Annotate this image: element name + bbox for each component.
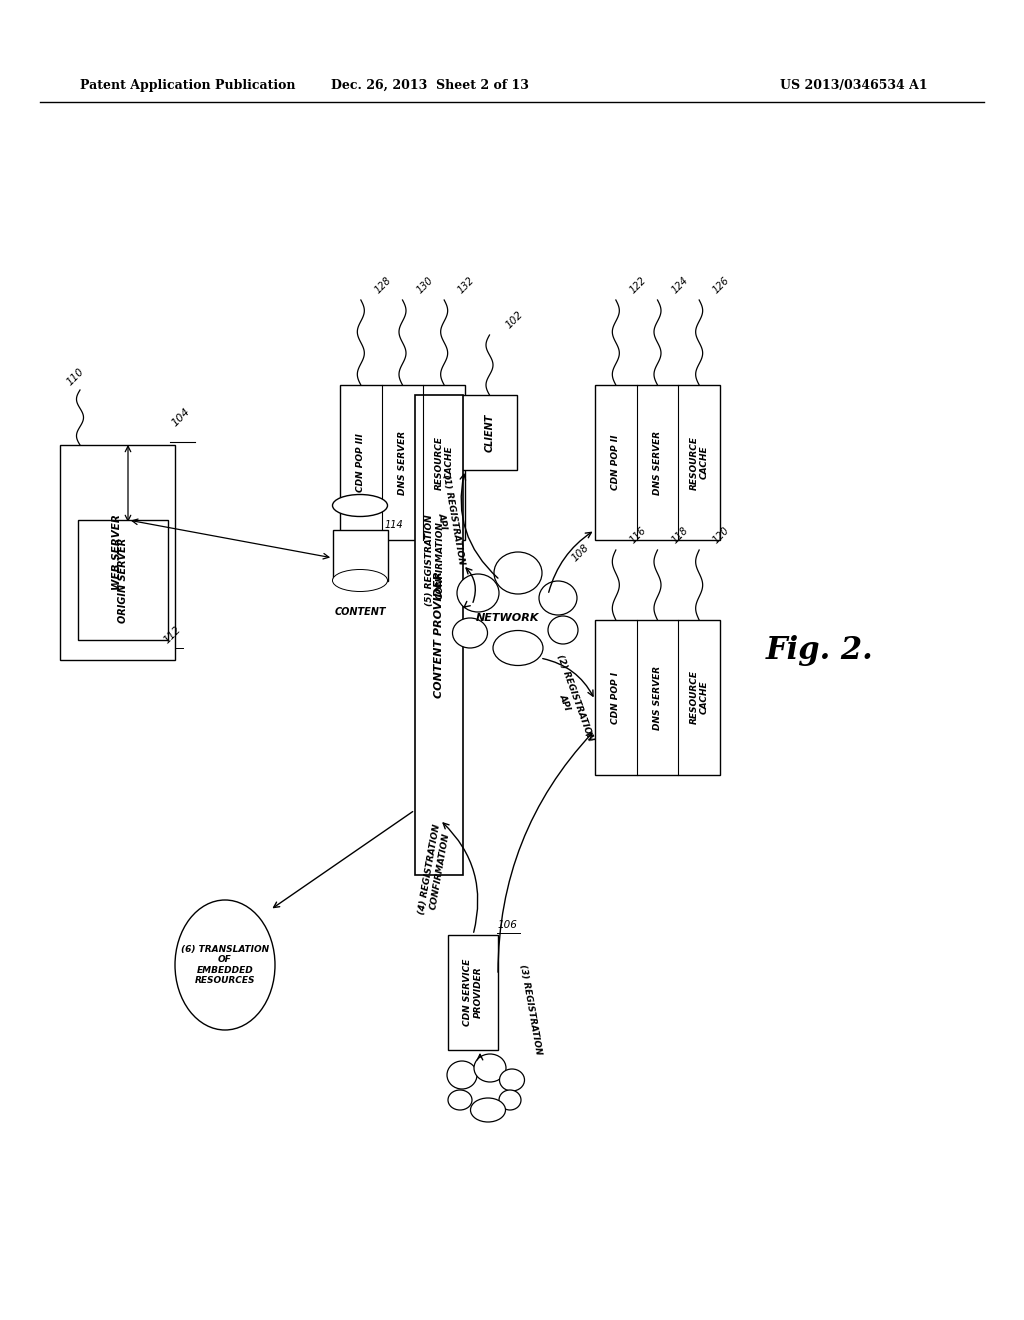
Ellipse shape	[499, 1090, 521, 1110]
Ellipse shape	[548, 616, 578, 644]
Text: 122: 122	[628, 275, 648, 294]
Text: CONTENT PROVIDER: CONTENT PROVIDER	[434, 572, 444, 698]
Text: 104: 104	[170, 405, 193, 428]
Text: 126: 126	[711, 275, 731, 294]
Ellipse shape	[494, 552, 542, 594]
Text: Patent Application Publication: Patent Application Publication	[80, 78, 296, 91]
Text: 114: 114	[385, 520, 403, 531]
Ellipse shape	[470, 1098, 506, 1122]
Text: (4) REGISTRATION
CONFIRMATION: (4) REGISTRATION CONFIRMATION	[418, 824, 453, 917]
Text: NETWORK: NETWORK	[476, 612, 540, 623]
Ellipse shape	[175, 900, 275, 1030]
Text: 112: 112	[162, 624, 183, 645]
Ellipse shape	[457, 574, 499, 612]
Ellipse shape	[333, 495, 387, 516]
Bar	[333, 529, 387, 581]
Text: WEB SERVER: WEB SERVER	[113, 515, 123, 590]
Text: 106: 106	[498, 920, 518, 931]
Text: ORIGIN SERVER: ORIGIN SERVER	[118, 537, 128, 623]
Text: 102: 102	[504, 309, 524, 330]
Bar	[595, 620, 720, 775]
Bar	[340, 385, 465, 540]
Text: CONTENT: CONTENT	[334, 607, 386, 616]
Text: (2) REGISTRATION
API: (2) REGISTRATION API	[545, 653, 595, 746]
Text: CDN POP I: CDN POP I	[611, 672, 621, 723]
Bar	[449, 935, 498, 1049]
Ellipse shape	[539, 581, 577, 615]
Text: 118: 118	[670, 524, 690, 545]
Text: (1) REGISTRATION
API: (1) REGISTRATION API	[430, 473, 466, 566]
Ellipse shape	[493, 631, 543, 665]
Text: 120: 120	[711, 524, 731, 545]
Text: 124: 124	[670, 275, 690, 294]
Text: (6) TRANSLATION
OF
EMBEDDED
RESOURCES: (6) TRANSLATION OF EMBEDDED RESOURCES	[181, 945, 269, 985]
Bar	[60, 445, 175, 660]
Text: US 2013/0346534 A1: US 2013/0346534 A1	[780, 78, 928, 91]
Ellipse shape	[333, 569, 387, 591]
Text: RESOURCE
CACHE: RESOURCE CACHE	[689, 436, 709, 490]
Ellipse shape	[449, 1090, 472, 1110]
Text: 110: 110	[65, 366, 86, 387]
Ellipse shape	[447, 1061, 477, 1089]
Text: (5) REGISTRATION
CONFIRMATION: (5) REGISTRATION CONFIRMATION	[425, 515, 444, 606]
Text: CLIENT: CLIENT	[484, 413, 495, 451]
Text: DNS SERVER: DNS SERVER	[398, 430, 407, 495]
Text: CDN SERVICE
PROVIDER: CDN SERVICE PROVIDER	[463, 958, 482, 1026]
Text: 108: 108	[570, 543, 591, 564]
Bar	[415, 395, 463, 875]
Bar	[595, 385, 720, 540]
Bar	[78, 520, 168, 640]
Text: DNS SERVER: DNS SERVER	[653, 665, 662, 730]
Ellipse shape	[453, 618, 487, 648]
Text: (3) REGISTRATION: (3) REGISTRATION	[517, 964, 543, 1056]
Text: 130: 130	[415, 275, 435, 294]
Text: 116: 116	[628, 524, 648, 545]
Text: RESOURCE
CACHE: RESOURCE CACHE	[689, 671, 709, 725]
Text: CDN POP III: CDN POP III	[356, 433, 366, 492]
Text: 132: 132	[456, 275, 476, 294]
Text: Dec. 26, 2013  Sheet 2 of 13: Dec. 26, 2013 Sheet 2 of 13	[331, 78, 529, 91]
Text: CDN POP II: CDN POP II	[611, 434, 621, 490]
Ellipse shape	[474, 1053, 506, 1082]
Ellipse shape	[500, 1069, 524, 1092]
Bar	[462, 395, 517, 470]
Text: DNS SERVER: DNS SERVER	[653, 430, 662, 495]
Text: RESOURCE
CACHE: RESOURCE CACHE	[434, 436, 454, 490]
Text: Fig. 2.: Fig. 2.	[766, 635, 873, 665]
Text: 128: 128	[373, 275, 393, 294]
